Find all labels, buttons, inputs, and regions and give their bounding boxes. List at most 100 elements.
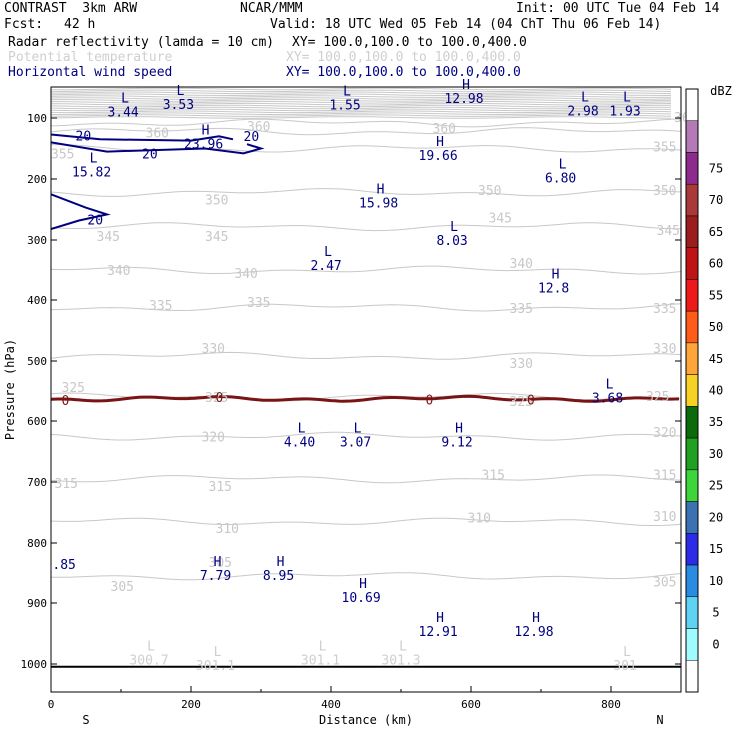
colorbar-level: 65 <box>709 225 723 239</box>
theta-label: 305 <box>653 576 676 591</box>
wind-label: 20 <box>244 130 260 145</box>
field-xy-wind: XY= 100.0,100.0 to 100.0,400.0 <box>286 65 521 80</box>
wind-contour-20-upper <box>51 133 234 142</box>
x-end-label-right: N <box>656 713 663 727</box>
extremum-value: 2.98 <box>567 104 598 119</box>
x-tick-label: 800 <box>601 698 621 711</box>
theta-label: 310 <box>468 512 491 527</box>
extremum-value: 15.82 <box>72 166 111 181</box>
header-fcst-value: 42 h <box>64 17 96 32</box>
theta-line-upper <box>51 99 672 102</box>
colorbar-swatch <box>685 120 699 153</box>
theta-label: 340 <box>107 264 130 279</box>
header-valid: Valid: 18 UTC Wed 05 Feb 14 (04 ChT Thu … <box>270 17 662 32</box>
theta-line-upper <box>51 91 672 95</box>
colorbar-level: 70 <box>709 193 723 207</box>
extremum-value: 3.53 <box>163 98 194 113</box>
extremum-value: 300.7 <box>129 654 168 669</box>
colorbar: dBZ 0 5 10 15 20 25 30 35 40 45 50 55 60 65 70 75 <box>685 84 732 693</box>
extremum-letter: L <box>121 92 129 107</box>
extremum-value: 4.40 <box>284 436 315 451</box>
theta-line-upper <box>51 108 672 112</box>
extremum-value: 301.3 <box>381 654 420 669</box>
wind-contours <box>51 133 681 668</box>
colorbar-level: 45 <box>709 352 723 366</box>
colorbar-level: 40 <box>709 384 723 398</box>
colorbar-level: 0 <box>712 637 719 651</box>
extremum-letter: L <box>298 422 306 437</box>
theta-label: 320 <box>202 430 225 445</box>
colorbar-swatch <box>685 88 699 121</box>
extremum-value: 301 <box>613 659 636 674</box>
colorbar-swatch <box>685 152 699 185</box>
colorbar-level: 15 <box>709 542 723 556</box>
extremum-value: 23.96 <box>184 137 223 152</box>
extremum-letter: L <box>606 378 614 393</box>
plot-frame <box>50 86 682 693</box>
x-end-label-left: S <box>82 713 89 727</box>
wind-label: 0 <box>216 391 224 406</box>
y-tick-label: 200 <box>27 173 47 186</box>
wind-contour-20-left <box>51 193 111 230</box>
extremum-value: 12.8 <box>538 281 569 296</box>
theta-label: 315 <box>209 480 232 495</box>
extremum-letter: H <box>552 267 560 282</box>
extremum-letter: H <box>377 183 385 198</box>
theta-line-360 <box>51 127 681 136</box>
wind-label: .85 <box>52 558 75 573</box>
theta-label: 335 <box>149 299 172 314</box>
theta-line-365 <box>51 118 681 128</box>
theta-label: 325 <box>205 391 228 406</box>
y-tick-label: 300 <box>27 234 47 247</box>
extremum-value: 301.1 <box>196 659 235 674</box>
y-tick-label: 1000 <box>21 658 48 671</box>
theta-label: 335 <box>247 296 270 311</box>
theta-line-305 <box>51 572 681 581</box>
theta-line-345 <box>51 222 681 232</box>
colorbar-swatch <box>685 342 699 375</box>
theta-line-upper <box>51 104 672 108</box>
theta-label: 305 <box>111 580 134 595</box>
colorbar-swatch <box>685 628 699 661</box>
y-tick-label: 800 <box>27 537 47 550</box>
theta-label: 305 <box>209 556 232 571</box>
colorbar-swatch <box>685 501 699 534</box>
field-xy-theta: XY= 100.0,100.0 to 100.0,400.0 <box>286 50 521 65</box>
extremum-value: 9.12 <box>441 436 472 451</box>
x-tick-label: 400 <box>321 698 341 711</box>
theta-line-upper <box>51 110 672 114</box>
theta-line-340 <box>51 265 681 275</box>
field-name-wind: Horizontal wind speed <box>8 65 173 80</box>
extremum-letter: H <box>455 422 463 437</box>
theta-label: 345 <box>489 212 512 227</box>
extremum-letter: H <box>277 555 285 570</box>
theta-line-upper <box>51 102 672 106</box>
extremum-value: 3.44 <box>107 106 138 121</box>
theta-label: 350 <box>478 184 501 199</box>
extremum-letter: L <box>450 220 458 235</box>
extremum-letter: L <box>319 640 327 655</box>
y-tick-label: 500 <box>27 355 47 368</box>
extremum-value: 301.1 <box>301 654 340 669</box>
colorbar-level: 10 <box>709 574 723 588</box>
wind-label: 20 <box>142 148 158 163</box>
theta-line-upper <box>51 97 672 100</box>
extremum-value: 10.69 <box>342 591 381 606</box>
colorbar-level: 25 <box>709 479 723 493</box>
extremum-letter: L <box>354 422 362 437</box>
header-init: Init: 00 UTC Tue 04 Feb 14 <box>516 1 720 16</box>
theta-label: 320 <box>653 426 676 441</box>
y-tick-label: 400 <box>27 294 47 307</box>
theta-label: 315 <box>482 468 505 483</box>
colorbar-frame <box>685 88 699 693</box>
theta-contours <box>51 87 681 581</box>
theta-line-350 <box>51 188 681 197</box>
extremum-letter: H <box>359 577 367 592</box>
theta-line-upper <box>51 89 672 93</box>
y-tick-label: 700 <box>27 476 47 489</box>
extremum-letter: L <box>214 645 222 660</box>
colorbar-unit: dBZ <box>710 84 732 98</box>
y-axis-label: Pressure (hPa) <box>3 339 17 440</box>
